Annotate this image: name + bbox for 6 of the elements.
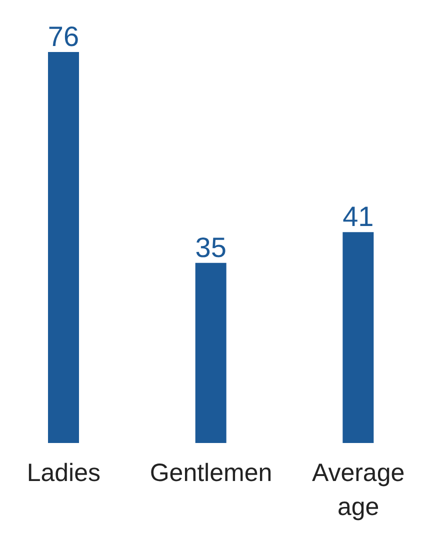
- data-label: 35: [195, 232, 226, 263]
- x-tick-label: Ladies: [26, 459, 101, 487]
- data-label: 41: [342, 201, 374, 232]
- x-tick-label: Gentlemen: [150, 459, 272, 487]
- x-tick-label: Average age: [312, 459, 405, 521]
- data-label: 76: [48, 21, 80, 52]
